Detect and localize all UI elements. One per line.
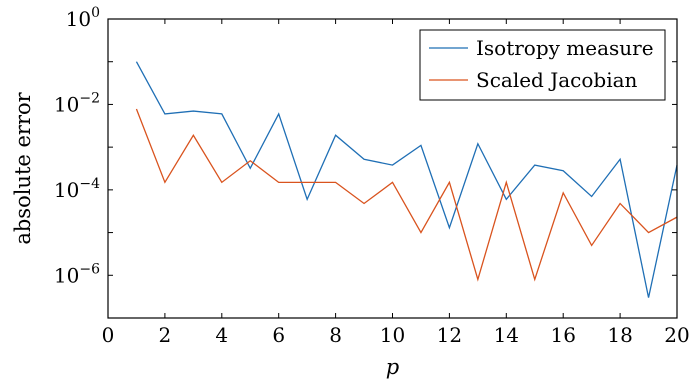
legend-label-scaled-jacobian: Scaled Jacobian [476, 68, 638, 92]
x-tick-label: 20 [664, 323, 689, 347]
x-tick-label: 4 [215, 323, 228, 347]
x-tick-label: 16 [550, 323, 575, 347]
x-tick-label: 2 [159, 323, 172, 347]
legend: Isotropy measure Scaled Jacobian [419, 29, 666, 101]
legend-box [419, 29, 666, 101]
series-layer [135, 61, 678, 298]
ticks-layer [107, 18, 678, 319]
tick-labels-layer: 0 2 4 6 8 10 12 14 16 18 20 100 10−2 10−4 10−6 [54, 5, 690, 347]
y-axis-label: absolute error [11, 91, 35, 244]
y-tick-label: 10−4 [54, 176, 100, 202]
x-tick-label: 10 [380, 323, 405, 347]
x-tick-label: 18 [607, 323, 632, 347]
legend-label-isotropy-measure: Isotropy measure [476, 36, 654, 60]
x-tick-label: 6 [272, 323, 285, 347]
x-tick-label: 8 [329, 323, 342, 347]
x-tick-label: 0 [102, 323, 115, 347]
y-tick-label: 100 [66, 5, 100, 31]
x-axis-label: p [386, 355, 399, 379]
y-tick-label: 10−2 [54, 90, 100, 116]
y-tick-label: 10−6 [54, 261, 100, 287]
x-tick-label: 12 [437, 323, 462, 347]
series-line-scaled-jacobian [135, 108, 678, 282]
x-tick-label: 14 [494, 323, 519, 347]
series-line-isotropy-measure [135, 61, 678, 298]
